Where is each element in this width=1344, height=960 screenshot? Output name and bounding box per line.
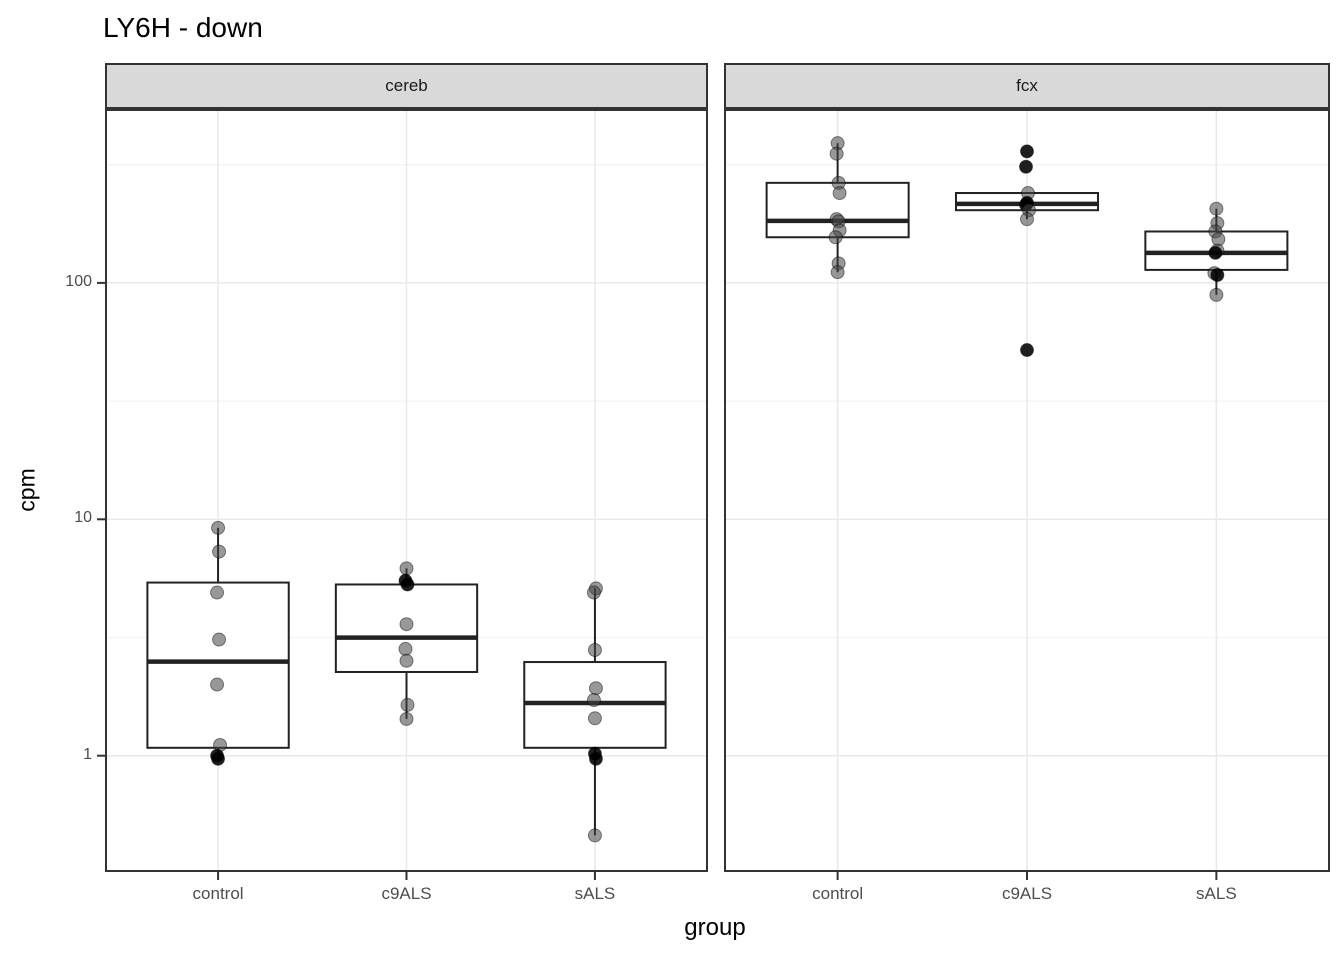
data-point-cereb-control (212, 544, 227, 559)
data-point-cereb-c9ALS (399, 617, 414, 632)
facet-strip-cereb: cereb (105, 63, 708, 109)
data-point-fcx-sALS (1209, 287, 1224, 302)
data-point-fcx-control (832, 186, 847, 201)
data-point-cereb-sALS (588, 751, 603, 766)
data-point-cereb-c9ALS (399, 653, 414, 668)
data-point-cereb-c9ALS (399, 711, 414, 726)
data-point-cereb-sALS (587, 828, 602, 843)
data-point-fcx-c9ALS (1020, 343, 1034, 358)
data-point-cereb-sALS (586, 585, 601, 600)
y-tick-label: 10 (74, 509, 92, 527)
data-point-fcx-sALS (1208, 245, 1223, 260)
data-point-fcx-sALS (1209, 201, 1224, 216)
data-point-cereb-control (211, 520, 226, 535)
facet-strip-label: fcx (1016, 76, 1038, 95)
panel-fcx (724, 109, 1330, 872)
x-tick-label: sALS (1196, 884, 1237, 903)
data-point-fcx-c9ALS (1020, 144, 1034, 159)
data-point-fcx-c9ALS (1019, 159, 1033, 174)
data-point-fcx-control (828, 230, 843, 245)
x-tick-label: sALS (574, 884, 616, 903)
y-tick-label: 100 (65, 272, 92, 290)
y-axis-title: cpm (13, 468, 40, 512)
x-tick-label: c9ALS (1001, 884, 1053, 903)
data-point-cereb-control (210, 585, 225, 600)
data-point-cereb-c9ALS (400, 577, 415, 592)
data-point-cereb-sALS (587, 642, 602, 657)
data-point-cereb-sALS (587, 711, 602, 726)
data-point-fcx-control (829, 146, 844, 161)
x-tick-label: control (812, 884, 864, 903)
panel-cereb (105, 109, 708, 872)
data-point-fcx-control (830, 265, 845, 280)
x-tick-label: c9ALS (381, 884, 432, 903)
data-point-cereb-c9ALS (400, 697, 415, 712)
chart-title: LY6H - down (103, 12, 263, 43)
data-point-cereb-control (212, 632, 227, 647)
facet-strip-fcx: fcx (724, 63, 1330, 109)
x-tick-label: control (192, 884, 244, 903)
data-point-cereb-control (210, 677, 225, 692)
facet-strip-label: cereb (385, 76, 428, 95)
box-cereb-control (146, 581, 290, 749)
data-point-cereb-sALS (586, 693, 601, 708)
y-tick-label: 1 (83, 745, 92, 763)
data-point-fcx-sALS (1210, 267, 1225, 282)
data-point-cereb-control (211, 751, 226, 766)
x-axis-title: group (684, 914, 746, 941)
data-point-fcx-c9ALS (1020, 212, 1034, 227)
